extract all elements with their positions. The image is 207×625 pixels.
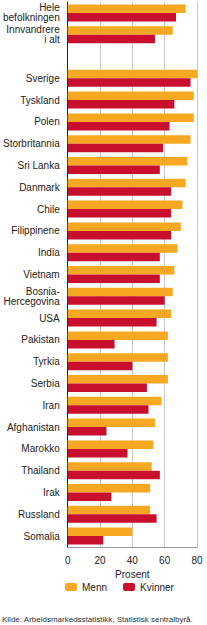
svg-text:Sri Lanka: Sri Lanka — [17, 160, 60, 171]
svg-text:Marokko: Marokko — [21, 443, 60, 454]
svg-text:Polen: Polen — [34, 116, 60, 127]
svg-text:Thailand: Thailand — [21, 465, 59, 476]
svg-text:Prosent: Prosent — [115, 569, 150, 580]
svg-text:20: 20 — [94, 555, 106, 566]
svg-text:USA: USA — [39, 313, 60, 324]
svg-text:befolkningen: befolkningen — [3, 12, 60, 23]
svg-text:Vietnam: Vietnam — [23, 269, 60, 280]
svg-text:Irak: Irak — [43, 487, 61, 498]
svg-text:Tyrkia: Tyrkia — [33, 356, 60, 367]
svg-text:Kvinner: Kvinner — [140, 582, 175, 593]
svg-text:60: 60 — [159, 555, 171, 566]
svg-text:Hercegovina: Hercegovina — [4, 296, 61, 307]
svg-text:Storbritannia: Storbritannia — [3, 138, 60, 149]
svg-text:80: 80 — [191, 555, 203, 566]
svg-text:Filippinene: Filippinene — [11, 225, 60, 236]
svg-text:i alt: i alt — [44, 34, 60, 45]
svg-text:Menn: Menn — [82, 582, 107, 593]
svg-text:Bosnia-: Bosnia- — [25, 285, 60, 297]
svg-text:Iran: Iran — [42, 400, 59, 411]
svg-text:Russland: Russland — [18, 509, 60, 520]
svg-text:0: 0 — [65, 555, 71, 566]
svg-text:40: 40 — [127, 555, 139, 566]
svg-text:Sverige: Sverige — [26, 73, 60, 84]
svg-text:India: India — [38, 247, 60, 258]
svg-text:Hele: Hele — [39, 2, 60, 14]
svg-text:Afghanistan: Afghanistan — [7, 422, 60, 433]
svg-text:Somalia: Somalia — [24, 531, 61, 542]
svg-text:Kilde: Arbeidsmarkedsstatistik: Kilde: Arbeidsmarkedsstatistikk, Statist… — [2, 615, 193, 624]
svg-text:Chile: Chile — [37, 204, 60, 215]
svg-text:Danmark: Danmark — [19, 182, 61, 193]
svg-text:Pakistan: Pakistan — [21, 334, 59, 345]
svg-text:Innvandrere: Innvandrere — [6, 24, 60, 36]
svg-text:Serbia: Serbia — [31, 378, 60, 389]
svg-text:Tyskland: Tyskland — [20, 95, 59, 106]
